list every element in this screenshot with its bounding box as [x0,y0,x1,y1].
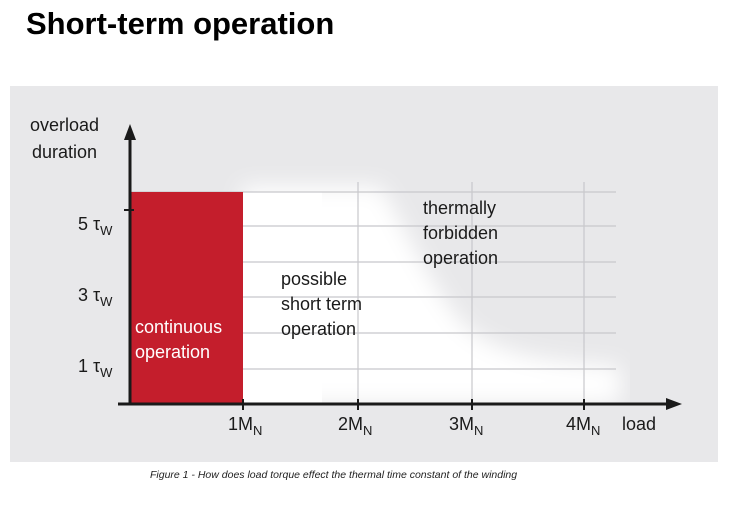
tick-marks [124,209,585,410]
possible-label-line2: short term [281,294,362,314]
x-tick-label-3mn: 3MN [449,414,483,438]
y-axis-label-line2: duration [32,142,97,162]
x-tick-label-1mn: 1MN [228,414,262,438]
x-tick-label-2mn: 2MN [338,414,372,438]
x-axis-arrow [666,398,682,410]
forbidden-label-line3: operation [423,248,498,268]
y-tick-label-1tw: 1 τW [78,356,113,380]
figure-caption: Figure 1 - How does load torque effect t… [150,469,518,481]
possible-label-line1: possible [281,269,347,289]
forbidden-label-line1: thermally [423,198,496,218]
continuous-label-line2: operation [135,342,210,362]
continuous-label-line1: continuous [135,317,222,337]
x-tick-label-4mn: 4MN [566,414,600,438]
operation-diagram: overload duration 5 τW 3 τW 1 τW 1MN 2MN… [10,86,718,462]
x-axis-label: load [622,414,656,434]
page-title: Short-term operation [26,6,335,41]
y-tick-label-3tw: 3 τW [78,285,113,309]
forbidden-label-line2: forbidden [423,223,498,243]
continuous-operation-region [130,192,243,404]
y-tick-label-5tw: 5 τW [78,214,113,238]
diagram-canvas: overload duration 5 τW 3 τW 1 τW 1MN 2MN… [10,86,718,462]
y-axis-arrow [124,124,136,140]
y-axis-label-line1: overload [30,115,99,135]
possible-short-term-region [242,186,620,404]
possible-label-line3: operation [281,319,356,339]
